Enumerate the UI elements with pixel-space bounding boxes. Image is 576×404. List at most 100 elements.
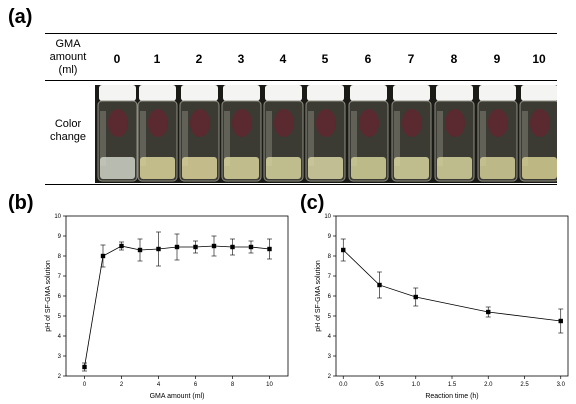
vial-0 xyxy=(97,85,138,182)
x-tick-label: 1.5 xyxy=(448,382,457,388)
vial-reflection xyxy=(148,109,168,137)
vial-liquid xyxy=(182,157,217,179)
data-point xyxy=(211,243,217,249)
table-bottom-rule xyxy=(45,184,557,185)
x-tick-label: 3.0 xyxy=(557,382,566,388)
x-tick-label: 6 xyxy=(194,382,198,388)
vial-cap xyxy=(99,85,136,101)
data-point xyxy=(248,244,254,250)
y-tick-label: 6 xyxy=(58,294,62,300)
vial-8 xyxy=(434,85,475,182)
vial-glare xyxy=(266,111,272,166)
vial-reflection xyxy=(445,109,465,137)
vial-liquid xyxy=(480,157,515,179)
vial-liquid xyxy=(140,157,175,179)
plot-frame xyxy=(335,215,569,377)
data-point xyxy=(558,318,563,324)
vial-liquid xyxy=(308,157,343,179)
vial-liquid xyxy=(351,157,386,179)
vial-glare xyxy=(100,111,106,166)
vial-reflection xyxy=(232,109,252,137)
vial-glare xyxy=(351,111,357,166)
vial-10 xyxy=(519,85,557,182)
vial-glare xyxy=(182,111,188,166)
amount-label-8: 8 xyxy=(450,52,458,66)
x-tick-label: 2.0 xyxy=(484,382,493,388)
x-tick-label: 1.0 xyxy=(412,382,421,388)
data-point xyxy=(230,244,235,250)
color-change-label: Color change xyxy=(45,118,91,144)
vial-liquid xyxy=(394,157,429,179)
vial-2 xyxy=(179,85,220,182)
data-point xyxy=(486,309,491,315)
vial-reflection xyxy=(402,109,422,137)
y-tick-label: 5 xyxy=(58,314,62,320)
y-tick-label: 4 xyxy=(328,334,332,340)
data-point xyxy=(156,246,161,252)
vial-reflection xyxy=(190,109,210,137)
vial-reflection xyxy=(316,109,336,137)
amount-label-7: 7 xyxy=(407,52,415,66)
vial-glare xyxy=(480,111,486,166)
y-axis-label: pH of SF-GMA solution xyxy=(315,260,322,332)
vial-reflection xyxy=(530,109,550,137)
vial-7 xyxy=(391,85,432,182)
vial-glare xyxy=(437,111,443,166)
panel-label-b: (b) xyxy=(8,192,34,214)
x-tick-label: 0.5 xyxy=(375,382,384,388)
y-tick-label: 3 xyxy=(328,354,332,360)
vial-cap xyxy=(393,85,430,101)
vial-cap xyxy=(307,85,344,101)
amount-label-3: 3 xyxy=(237,52,245,66)
data-point xyxy=(137,247,143,253)
vial-glare xyxy=(224,111,230,166)
vial-cap xyxy=(479,85,516,101)
chart-c: 2 3 4 5 6 7 8 9 10 0.0 0.5 1.0 1.5 2.0 2.5 3.0 Reaction … xyxy=(315,214,569,400)
data-point xyxy=(413,294,418,300)
y-tick-label: 6 xyxy=(328,294,332,300)
y-tick-label: 10 xyxy=(324,214,331,220)
x-axis-label: Reaction time (h) xyxy=(425,393,478,400)
y-tick-label: 2 xyxy=(328,374,332,380)
vial-9 xyxy=(477,85,518,182)
amount-header: GMA amount (ml) xyxy=(45,38,91,77)
y-tick-label: 3 xyxy=(58,354,62,360)
amount-label-9: 9 xyxy=(493,52,501,66)
vial-liquid xyxy=(100,157,135,179)
y-tick-label: 9 xyxy=(328,234,332,240)
vial-reflection xyxy=(274,109,294,137)
data-point xyxy=(82,364,87,370)
table-top-rule xyxy=(45,33,557,34)
vial-glare xyxy=(522,111,528,166)
series-line xyxy=(84,245,270,368)
vials-photo xyxy=(95,85,557,183)
amount-label-2: 2 xyxy=(195,52,203,66)
y-tick-label: 7 xyxy=(328,274,332,280)
y-tick-label: 7 xyxy=(58,274,62,280)
x-tick-label: 0.0 xyxy=(339,382,348,388)
vial-glare xyxy=(394,111,400,166)
vial-4 xyxy=(263,85,304,182)
amount-label-10: 10 xyxy=(532,52,546,66)
vial-cap xyxy=(139,85,176,101)
y-tick-label: 8 xyxy=(58,254,62,260)
vial-liquid xyxy=(522,157,557,179)
vial-1 xyxy=(137,85,178,182)
amount-label-0: 0 xyxy=(113,52,121,66)
vial-liquid xyxy=(266,157,301,179)
x-tick-label: 10 xyxy=(266,382,273,388)
table-header-rule xyxy=(45,80,557,81)
amount-label-6: 6 xyxy=(364,52,372,66)
amount-header-line-2: amount xyxy=(49,51,87,63)
vial-reflection xyxy=(359,109,379,137)
data-point xyxy=(100,253,106,259)
data-point xyxy=(119,243,124,249)
panel-label-a: (a) xyxy=(8,6,33,28)
vial-liquid xyxy=(224,157,259,179)
data-point xyxy=(267,246,272,252)
y-tick-label: 2 xyxy=(58,374,62,380)
vial-cap xyxy=(521,85,557,101)
vial-3 xyxy=(221,85,262,182)
color-change-line-1: Color xyxy=(54,118,82,130)
y-tick-label: 8 xyxy=(328,254,332,260)
